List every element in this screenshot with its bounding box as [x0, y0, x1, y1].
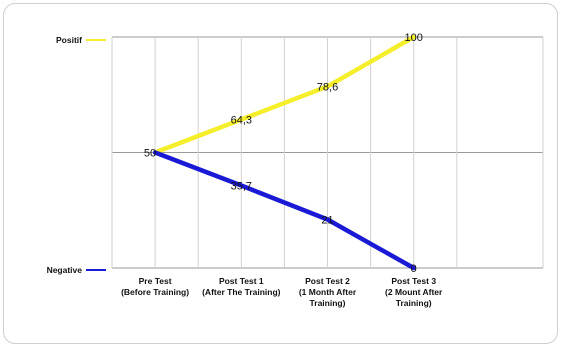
- x-tick-label-line: Post Test 1: [219, 276, 264, 286]
- x-tick-label-line: (1 Month After: [299, 287, 357, 297]
- x-tick-label-line: (2 Mount After: [385, 287, 443, 297]
- series-line-positif: [152, 34, 416, 155]
- x-tick-label-line: Pre Test: [139, 276, 172, 286]
- data-label: 0: [411, 263, 417, 275]
- x-tick-label: Post Test 2 (1 Month After Training): [299, 276, 357, 308]
- x-tick-label-line: Post Test 3: [391, 276, 436, 286]
- x-tick-label-line: (Before Training): [121, 287, 189, 297]
- x-tick-label-line: Post Test 2: [305, 276, 350, 286]
- x-tick-label-line: (After The Training): [202, 287, 281, 297]
- x-tick-label: Post Test 3 (2 Mount After Training): [385, 276, 443, 308]
- x-tick-label: Pre Test (Before Training): [121, 276, 189, 297]
- data-label: 50: [144, 148, 156, 160]
- x-tick-label: Post Test 1 (After The Training): [202, 276, 281, 297]
- x-tick-label-line: Training): [310, 298, 346, 308]
- legend-label-positif: Positif: [56, 35, 82, 45]
- legend-label-negative: Negative: [47, 265, 83, 275]
- data-label: 21: [321, 214, 333, 226]
- data-label: 64,3: [231, 114, 252, 126]
- data-label: 35,7: [231, 181, 252, 193]
- data-label: 78,6: [317, 81, 338, 93]
- data-label: 100: [405, 32, 423, 44]
- x-tick-label-line: Training): [396, 298, 432, 308]
- series-line-negative: [152, 150, 416, 271]
- chart-frame: [3, 3, 558, 344]
